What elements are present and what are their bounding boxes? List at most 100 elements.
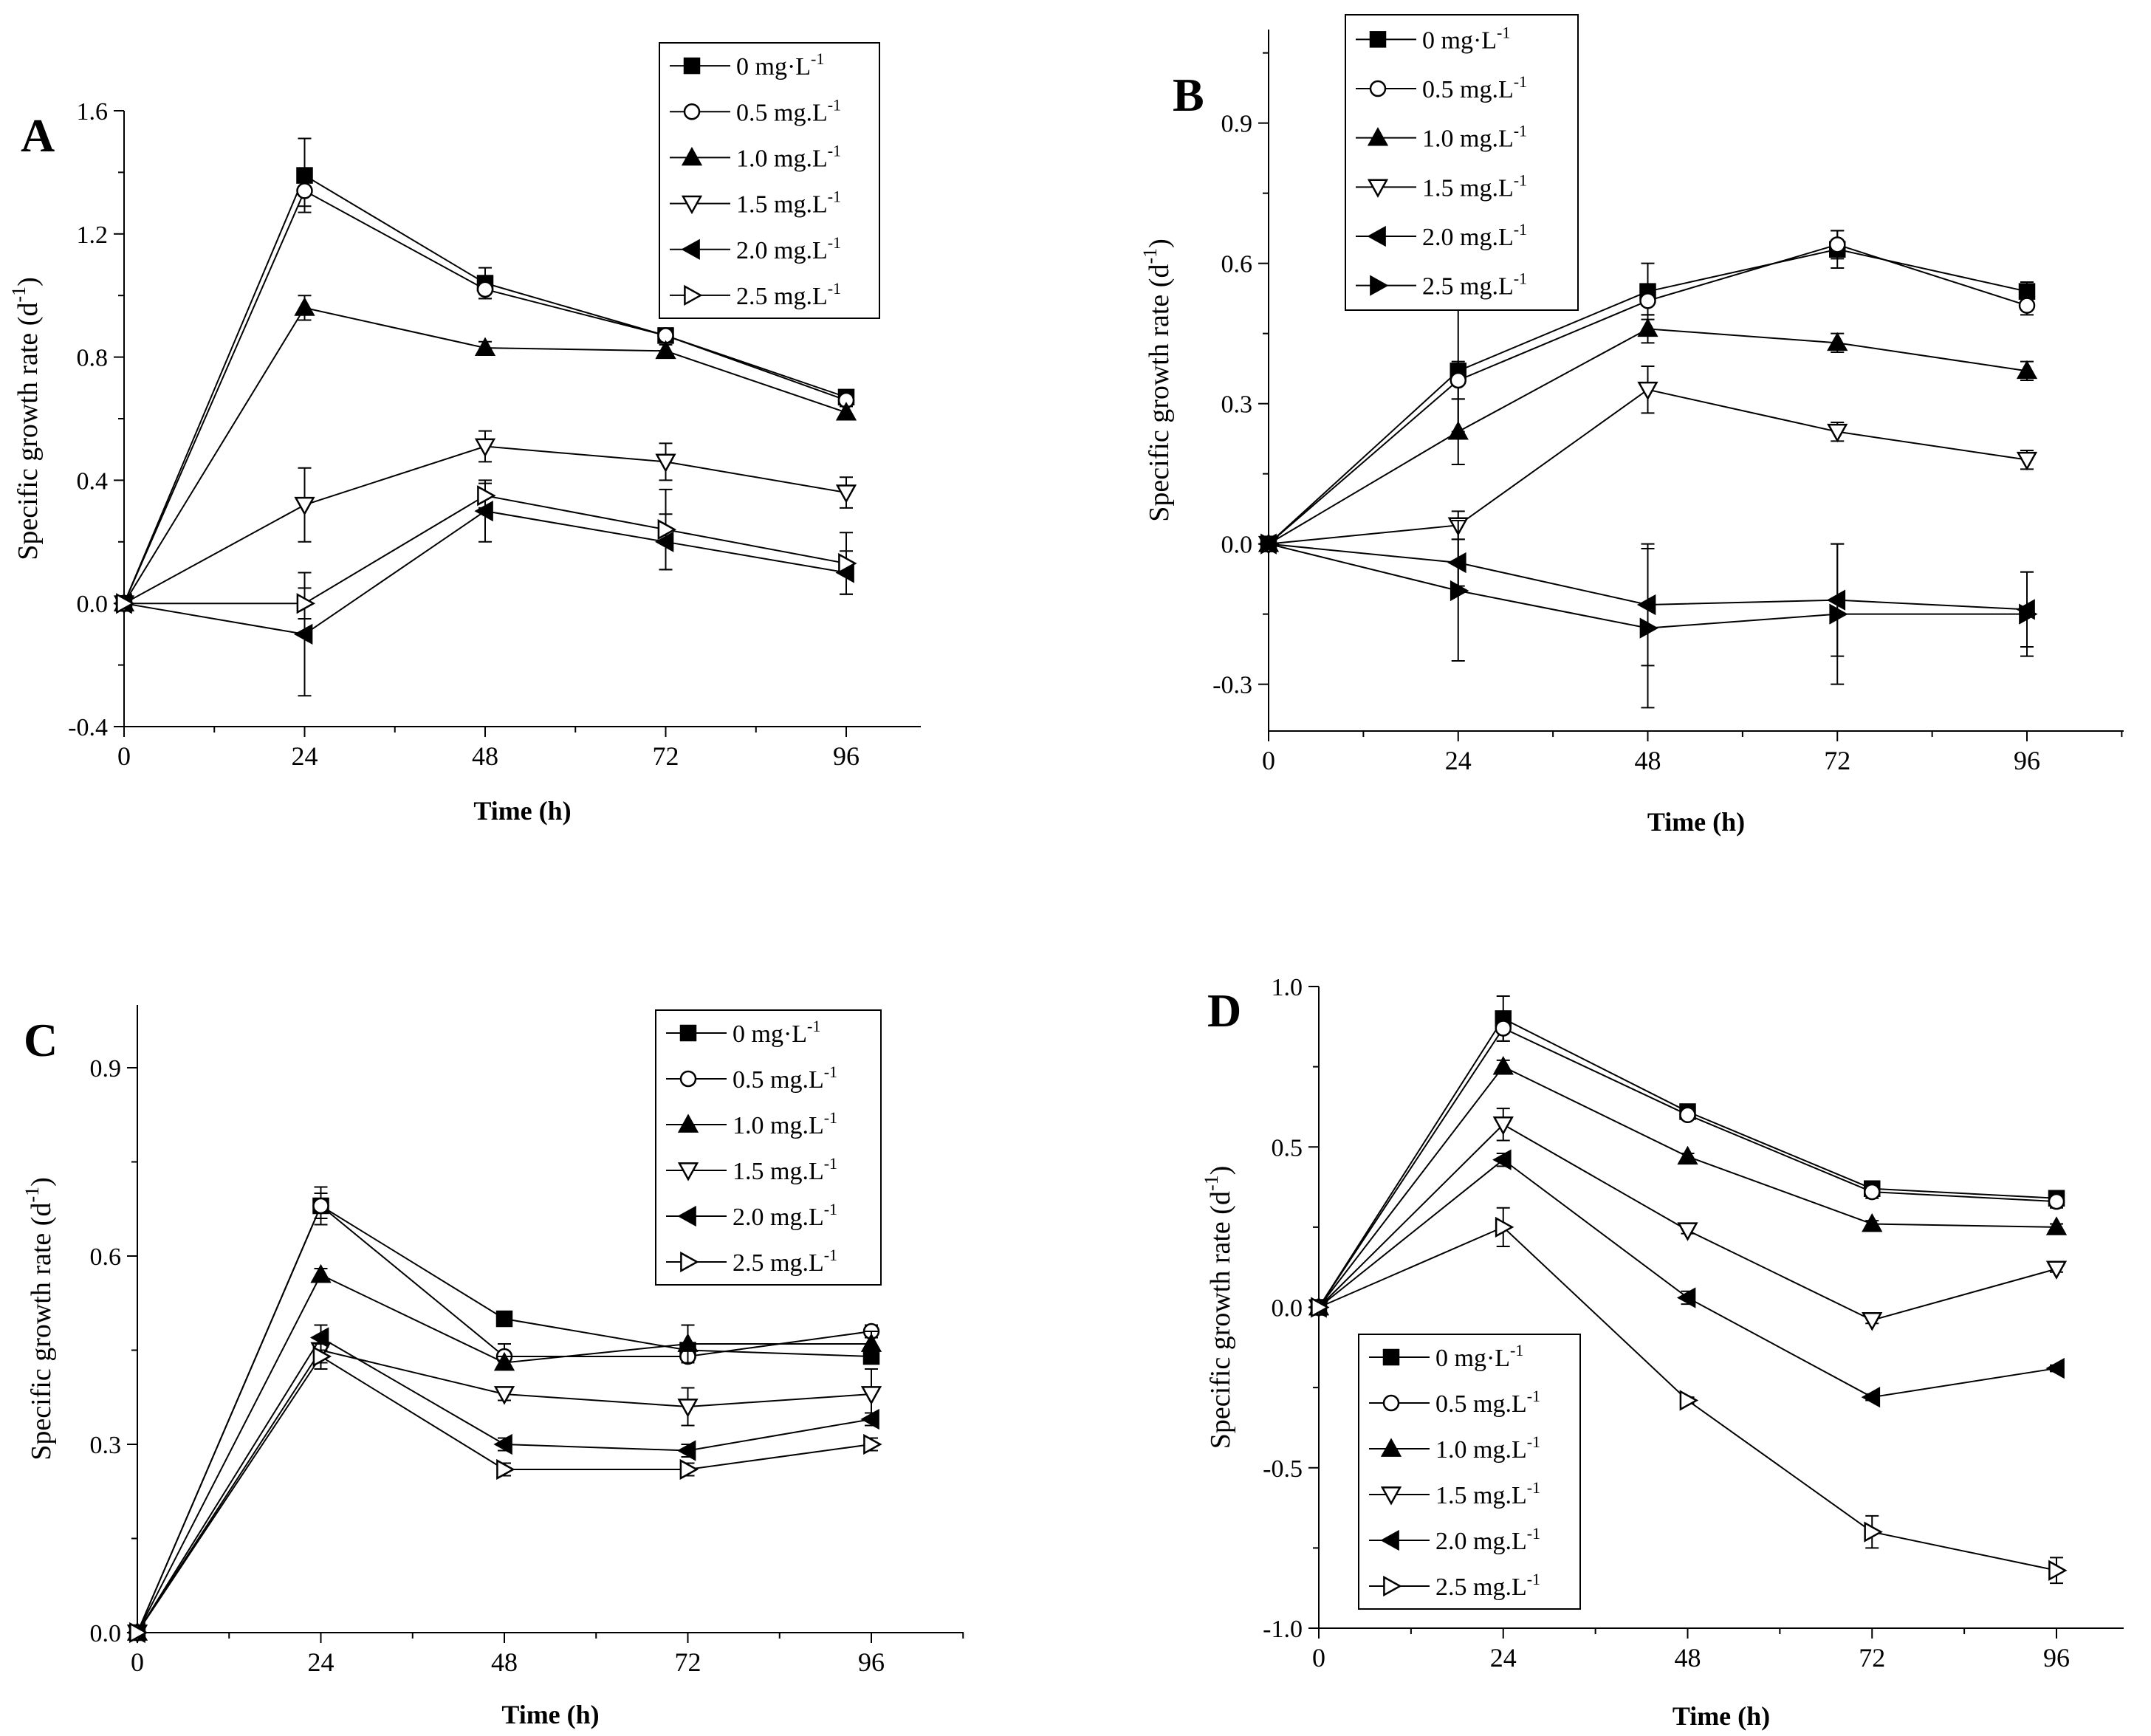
legend-box (1358, 1334, 1581, 1610)
legend-c: 0 mg·L-10.5 mg.L-11.0 mg.L-11.5 mg.L-12.… (655, 1009, 882, 1286)
data-point (1827, 423, 1848, 443)
legend-marker (1369, 31, 1387, 48)
legend-marker (681, 195, 703, 215)
data-point (1829, 603, 1848, 625)
data-point (1679, 1106, 1696, 1124)
legend-marker (1367, 225, 1386, 247)
y-axis-label-text: Specific growth rate (d (13, 303, 44, 560)
series-b-2 (1258, 314, 2038, 552)
data-point (1827, 332, 1848, 351)
legend-marker (677, 1205, 696, 1227)
data-point (1447, 552, 1466, 574)
legend-label: 0 mg·L-1 (733, 1017, 820, 1048)
legend-marker (1367, 179, 1389, 198)
data-point (1639, 617, 1659, 639)
y-tick-label-b: 0.6 (1221, 251, 1253, 278)
data-point (312, 1197, 329, 1215)
legend-marker (1383, 1575, 1402, 1597)
legend-label-text: 0 mg·L (1435, 1345, 1510, 1372)
legend-label-text: 2.0 mg.L (736, 237, 828, 264)
data-point (860, 1408, 879, 1430)
legend-marker (1369, 80, 1387, 97)
data-point (474, 500, 493, 522)
y-tick-label-a: -0.4 (68, 714, 108, 741)
data-point (1864, 1183, 1881, 1201)
legend-label-text: 0 mg·L (736, 53, 811, 80)
legend-label-sup: -1 (824, 1154, 837, 1173)
data-point (1637, 381, 1658, 401)
legend-label: 0 mg·L-1 (1422, 23, 1510, 54)
data-point (1260, 533, 1280, 555)
legend-box (1345, 14, 1579, 311)
y-axis-label-text: Specific growth rate (d (26, 1203, 57, 1461)
legend-label: 2.5 mg.L-1 (736, 279, 841, 310)
legend-marker (1382, 1348, 1400, 1366)
legend-box (659, 42, 880, 319)
legend-label-sup: -1 (1514, 122, 1527, 140)
data-point (474, 438, 496, 458)
legend-label-text: 1.5 mg.L (1435, 1482, 1527, 1509)
legend-label: 0.5 mg.L-1 (733, 1063, 837, 1094)
data-point (679, 1458, 699, 1481)
legend-label: 0 mg·L-1 (1435, 1341, 1523, 1372)
x-tick-label-a: 48 (472, 741, 498, 771)
legend-marker (1380, 1486, 1402, 1506)
data-point (1639, 292, 1656, 309)
data-point (1677, 1145, 1698, 1165)
data-point (1450, 371, 1466, 389)
data-point (2045, 1357, 2065, 1379)
legend-marker (1382, 1394, 1400, 1412)
legend-label-text: 2.5 mg.L (733, 1249, 824, 1277)
y-axis-label-sup: -1 (8, 287, 30, 303)
legend-label-text: 0.5 mg.L (736, 99, 828, 126)
chart-panel-a: 0 24 48 72 96 -0.4 0.0 0.4 0.8 1.2 1.6 A Time (h) Spe… (8, 42, 921, 826)
legend-label: 2.0 mg.L-1 (736, 233, 841, 264)
data-point (2048, 1193, 2065, 1210)
legend-label-sup: -1 (824, 1108, 837, 1127)
data-point (310, 1263, 332, 1283)
legend-label-sup: -1 (1514, 220, 1527, 239)
legend-label-text: 1.0 mg.L (736, 145, 828, 172)
legend-a: 0 mg·L-10.5 mg.L-11.0 mg.L-11.5 mg.L-12.… (659, 42, 880, 319)
legend-label-text: 2.0 mg.L (1435, 1528, 1527, 1555)
legend-label-sup: -1 (824, 1246, 837, 1264)
data-point (860, 1386, 882, 1405)
series-c-5 (129, 1343, 882, 1644)
x-tick-label-d: 0 (1312, 1643, 1325, 1672)
y-axis-label-sup: -1 (1139, 248, 1161, 264)
data-point (1676, 1287, 1696, 1308)
data-point (838, 552, 857, 574)
legend-label-text: 2.0 mg.L (1422, 224, 1514, 251)
legend-marker (677, 1114, 699, 1133)
data-point (1492, 1149, 1512, 1170)
data-point (1677, 1222, 1698, 1241)
data-point (677, 1333, 699, 1352)
data-point (835, 402, 857, 421)
x-tick-label-b: 48 (1635, 746, 1661, 775)
y-tick-label-d: 0.5 (1272, 1134, 1303, 1162)
data-point (1447, 421, 1469, 440)
data-point (495, 1310, 513, 1328)
legend-marker (679, 1024, 697, 1042)
legend-label-sup: -1 (1527, 1433, 1540, 1451)
x-axis-label-a: Time (h) (473, 796, 571, 826)
legend-label-text: 2.5 mg.L (736, 283, 828, 310)
data-point (293, 623, 313, 645)
data-point (676, 1440, 696, 1461)
y-tick-label-d: 0.0 (1272, 1295, 1303, 1322)
y-axis-label-d: Specific growth rate (d-1) (1201, 1166, 1236, 1449)
data-point (1495, 1216, 1514, 1238)
series-line (1268, 328, 2028, 545)
y-tick-label-c: 0.3 (90, 1432, 122, 1459)
legend-label: 2.5 mg.L-1 (733, 1246, 837, 1277)
series-c-3 (126, 1337, 882, 1644)
data-point (294, 496, 315, 516)
data-point (677, 1399, 699, 1418)
x-tick-label-a: 24 (292, 741, 318, 771)
legend-label-sup: -1 (811, 49, 824, 68)
data-point (312, 1345, 332, 1368)
legend-label-sup: -1 (1527, 1570, 1540, 1588)
data-point (477, 485, 496, 507)
legend-label-text: 0.5 mg.L (1435, 1390, 1527, 1418)
x-tick-label-d: 48 (1675, 1643, 1701, 1672)
